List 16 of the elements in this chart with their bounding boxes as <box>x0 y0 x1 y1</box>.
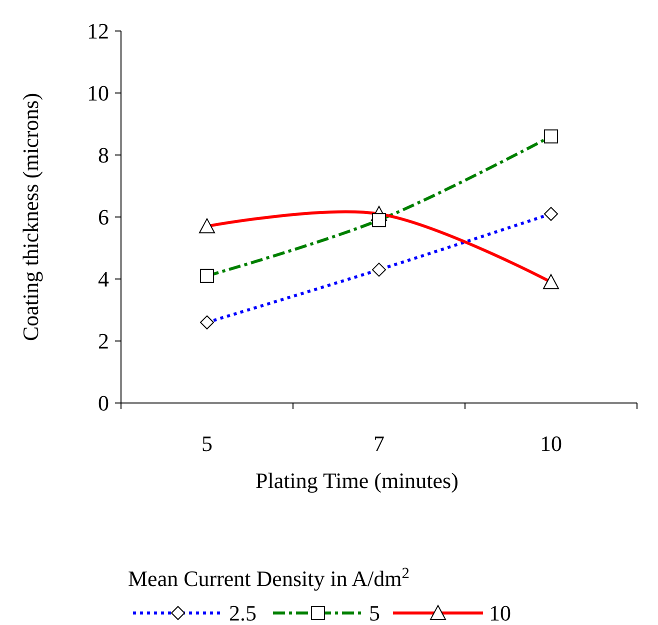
legend-label: 10 <box>489 600 511 625</box>
y-axis-title: Coating thickness (microns) <box>18 92 43 342</box>
x-tick-label: 7 <box>374 431 384 456</box>
y-tick-label: 2 <box>98 328 109 354</box>
x-axis-title: Plating Time (minutes) <box>256 468 458 493</box>
y-tick-label: 6 <box>98 204 109 230</box>
y-tick-label: 8 <box>98 142 109 168</box>
legend-label: 2.5 <box>229 600 256 625</box>
legend-label: 5 <box>369 600 380 625</box>
y-tick-label: 0 <box>98 390 109 416</box>
y-tick-label: 4 <box>98 266 109 292</box>
legend-title: Mean Current Density in A/dm$^{2}$ <box>128 564 410 591</box>
y-tick-label: 10 <box>87 80 109 106</box>
x-tick-label: 10 <box>540 431 562 456</box>
y-tick-label: 12 <box>87 18 109 44</box>
x-tick-label: 5 <box>202 431 212 456</box>
